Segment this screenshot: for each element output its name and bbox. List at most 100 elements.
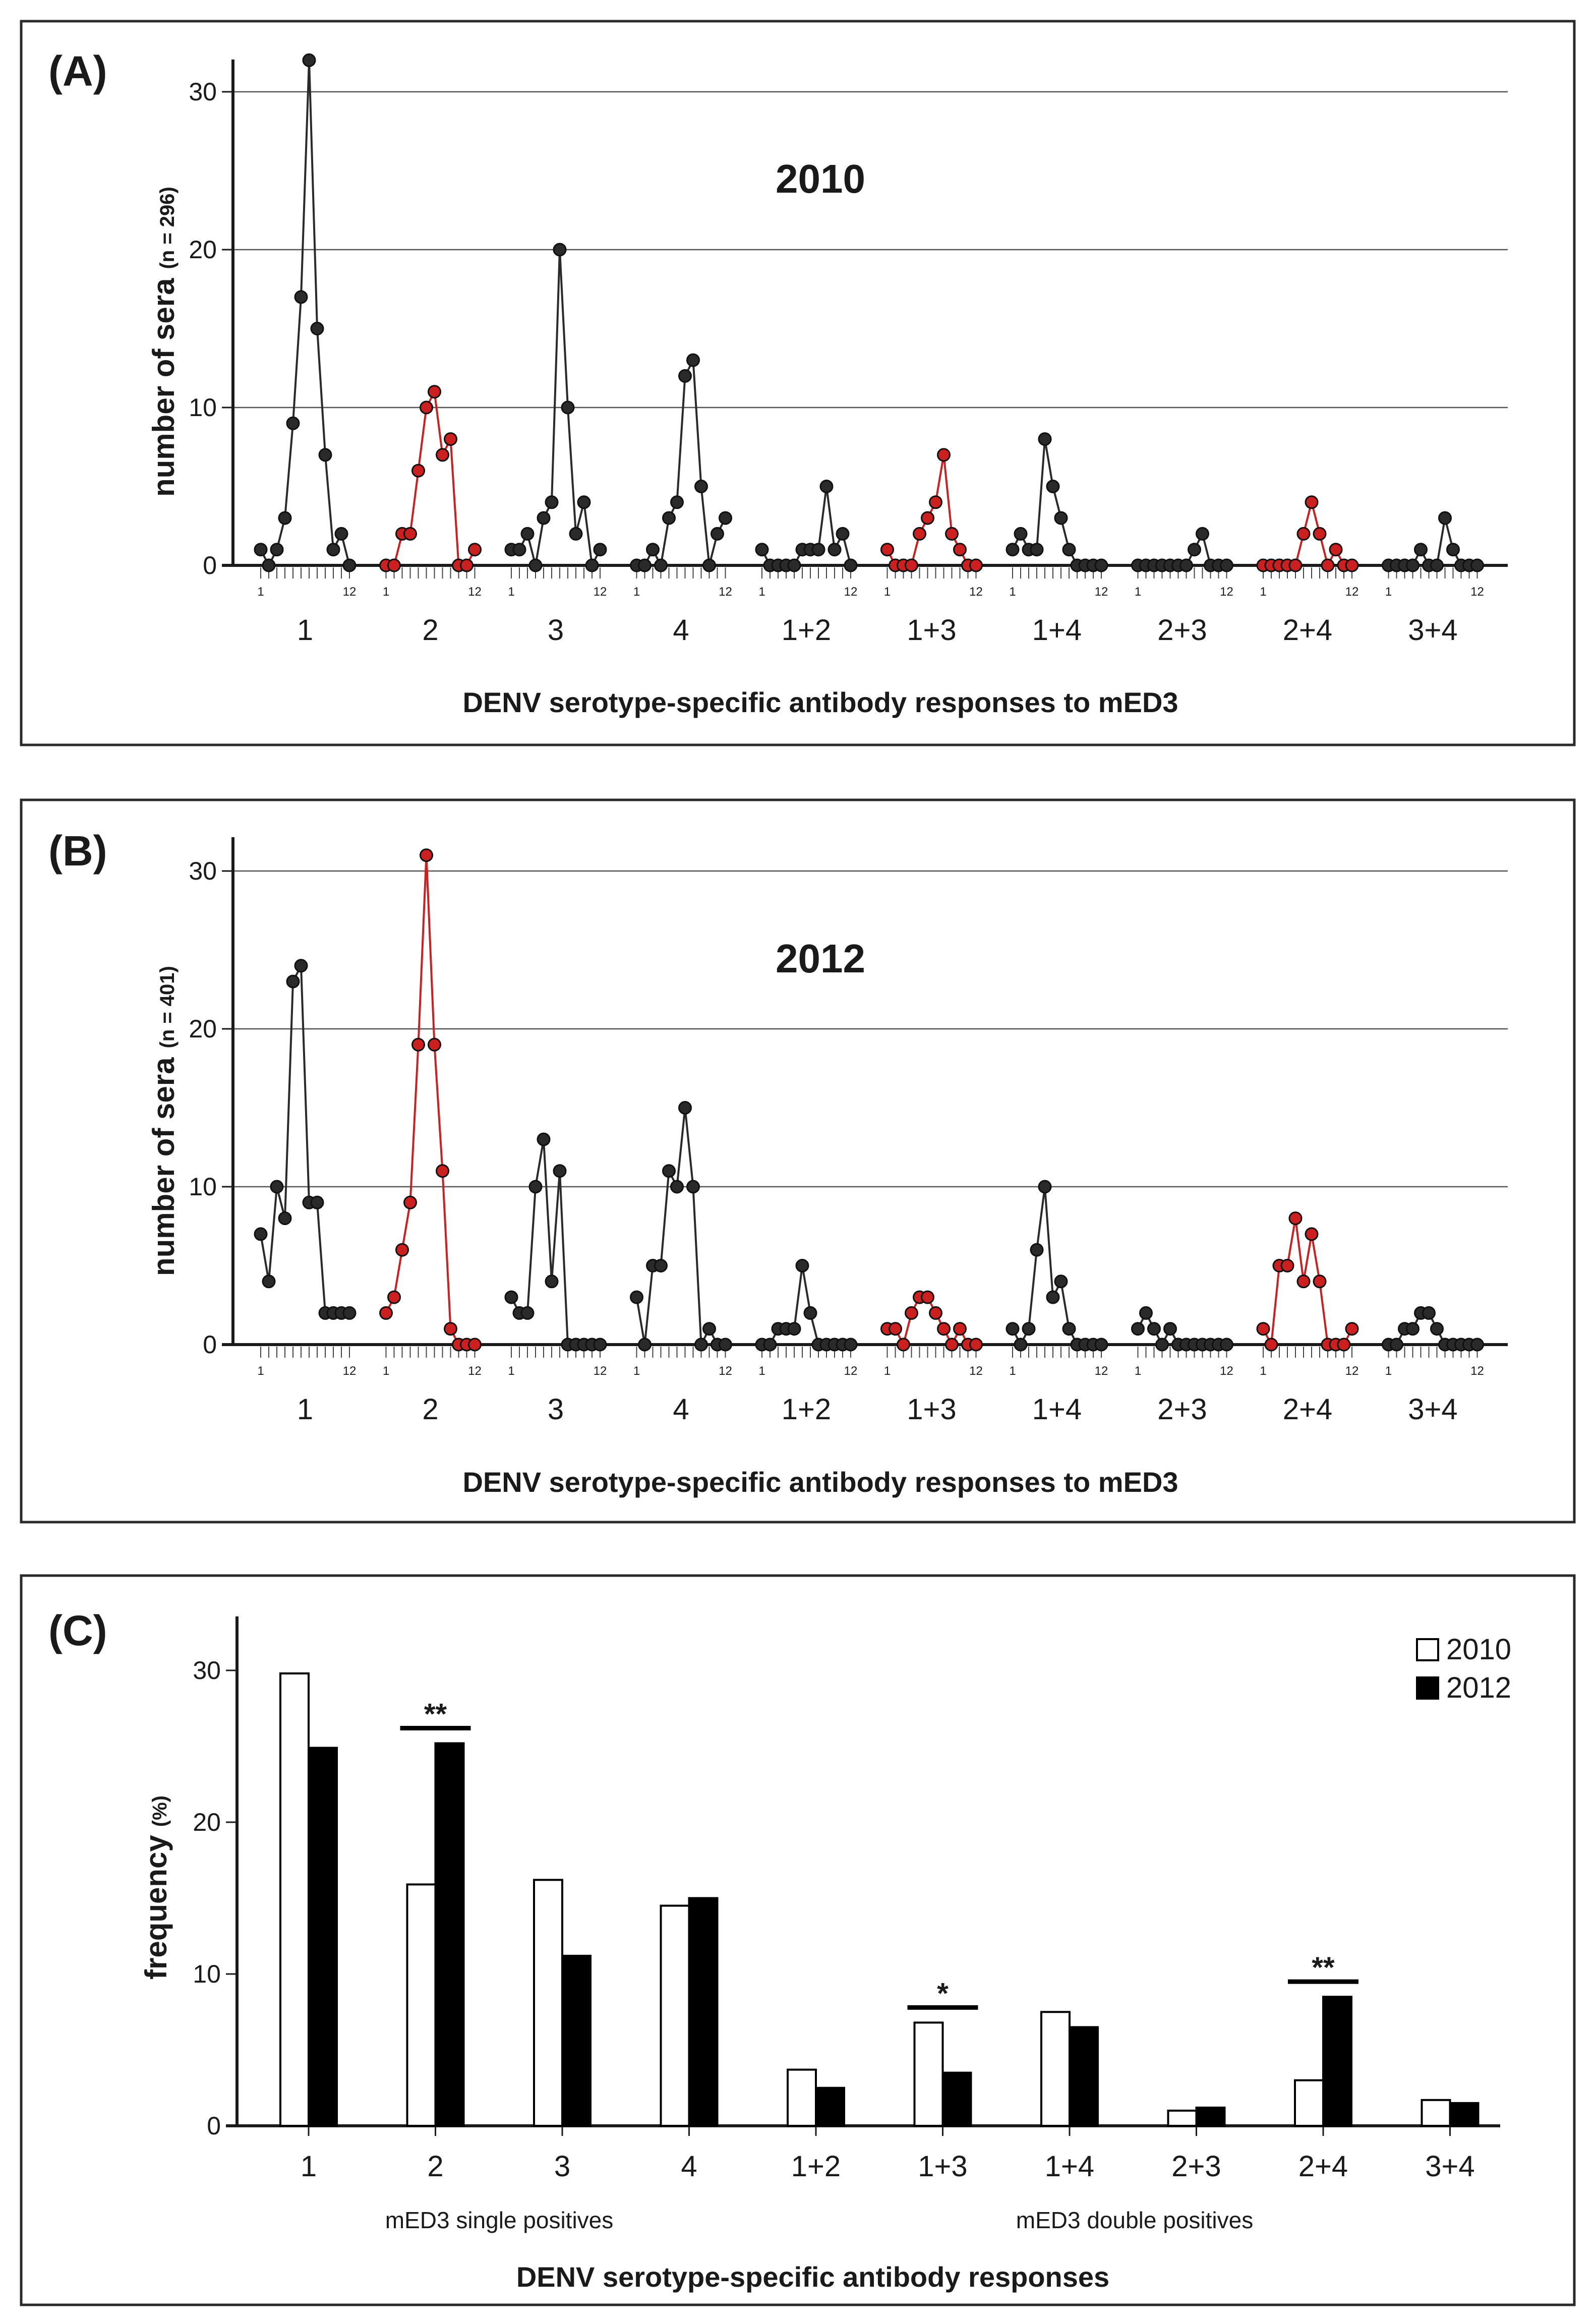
data-point xyxy=(310,1195,324,1209)
bar-2012 xyxy=(1195,2106,1226,2127)
data-point xyxy=(270,543,284,557)
data-point xyxy=(844,1338,858,1352)
y-tick-label: 10 xyxy=(189,393,217,422)
data-point xyxy=(270,1180,284,1194)
data-point xyxy=(889,1322,902,1336)
data-point xyxy=(937,1322,951,1336)
month-label-first: 1 xyxy=(257,1364,264,1378)
month-label-first: 1 xyxy=(1009,585,1016,599)
data-point xyxy=(318,448,332,462)
data-point xyxy=(1155,1338,1169,1352)
data-point xyxy=(520,527,535,541)
category-label: 2 xyxy=(422,1393,438,1426)
data-point xyxy=(678,369,692,383)
data-point xyxy=(670,495,684,509)
data-point xyxy=(921,1290,934,1304)
data-point xyxy=(512,543,526,557)
month-label-last: 12 xyxy=(1470,1364,1484,1378)
data-point xyxy=(1006,1322,1020,1336)
group-label-single: mED3 single positives xyxy=(385,2207,614,2233)
series-line-1 xyxy=(260,59,350,566)
category-label: 2 xyxy=(427,2150,443,2183)
data-point xyxy=(953,1322,967,1336)
y-axis-title-note: (n = 401) xyxy=(156,966,179,1048)
y-axis-title-b: number of sera (n = 401) xyxy=(147,966,181,1276)
data-point xyxy=(334,527,348,541)
month-label-first: 1 xyxy=(1385,1364,1392,1378)
y-tick-label: 0 xyxy=(207,2112,221,2140)
month-label-first: 1 xyxy=(758,585,765,599)
category-label: 4 xyxy=(673,1393,689,1426)
data-point xyxy=(1345,558,1359,572)
y-axis-title-note: (n = 296) xyxy=(156,187,179,269)
data-point xyxy=(1422,1306,1436,1320)
y-tick-label: 10 xyxy=(193,1960,221,1988)
data-point xyxy=(593,1338,607,1352)
data-point xyxy=(537,1132,551,1146)
y-tick-label: 10 xyxy=(189,1173,217,1201)
data-point xyxy=(969,1338,983,1352)
data-point xyxy=(428,1037,441,1052)
data-point xyxy=(569,527,583,541)
month-label-first: 1 xyxy=(884,585,891,599)
data-point xyxy=(1062,1322,1076,1336)
category-label: 3 xyxy=(548,1393,564,1426)
data-point xyxy=(1030,1243,1044,1257)
y-axis-title-a: number of sera (n = 296) xyxy=(147,187,181,497)
bar-2010 xyxy=(1040,2011,1071,2127)
month-label-last: 12 xyxy=(343,585,357,599)
data-point xyxy=(1054,1274,1068,1289)
month-label-last: 12 xyxy=(1470,585,1484,599)
data-point xyxy=(395,1243,409,1257)
month-label-last: 12 xyxy=(844,585,858,599)
data-point xyxy=(1030,543,1044,557)
y-axis-title-text: frequency xyxy=(139,1835,173,1980)
y-tick-label: 20 xyxy=(189,1015,217,1043)
bar-2010 xyxy=(406,1883,437,2127)
data-point xyxy=(1006,543,1020,557)
data-point xyxy=(819,480,834,493)
month-label-last: 12 xyxy=(468,585,482,599)
panel-a-frame xyxy=(20,20,1576,746)
data-point xyxy=(302,53,316,67)
data-point xyxy=(1147,1322,1161,1336)
month-label-first: 1 xyxy=(383,585,389,599)
data-point xyxy=(1094,558,1108,572)
data-point xyxy=(945,1338,959,1352)
y-tick-label: 30 xyxy=(193,1656,221,1685)
month-label-last: 12 xyxy=(594,585,607,599)
month-label-first: 1 xyxy=(1135,1364,1141,1378)
bar-2012 xyxy=(434,1742,465,2127)
category-label: 3+4 xyxy=(1425,2150,1474,2183)
data-point xyxy=(1288,1211,1303,1226)
month-label-last: 12 xyxy=(969,585,983,599)
data-point xyxy=(880,543,894,557)
data-point xyxy=(929,1306,942,1320)
bar-2012 xyxy=(688,1897,719,2127)
data-point xyxy=(528,1180,543,1194)
data-point xyxy=(811,543,825,557)
month-label-first: 1 xyxy=(758,1364,765,1378)
data-point xyxy=(1179,558,1193,572)
data-point xyxy=(694,1338,708,1352)
data-point xyxy=(1321,558,1335,572)
y-tick-label: 30 xyxy=(189,78,217,106)
data-point xyxy=(1038,1180,1052,1194)
data-point xyxy=(262,558,276,572)
data-point xyxy=(1196,527,1209,541)
data-point xyxy=(545,495,559,509)
data-point xyxy=(1296,1274,1311,1289)
category-label: 1+3 xyxy=(907,1393,956,1426)
data-point xyxy=(286,974,300,989)
data-point xyxy=(278,1211,292,1226)
data-point xyxy=(444,432,457,446)
bar-2010 xyxy=(1167,2109,1198,2127)
data-point xyxy=(1345,1322,1359,1336)
data-point xyxy=(795,1259,809,1272)
data-point xyxy=(1470,558,1484,572)
data-point xyxy=(1313,1274,1327,1289)
y-tick-label: 30 xyxy=(189,857,217,885)
data-point xyxy=(921,511,934,525)
bar-2012 xyxy=(1449,2102,1480,2127)
category-label: 3+4 xyxy=(1408,1393,1457,1426)
